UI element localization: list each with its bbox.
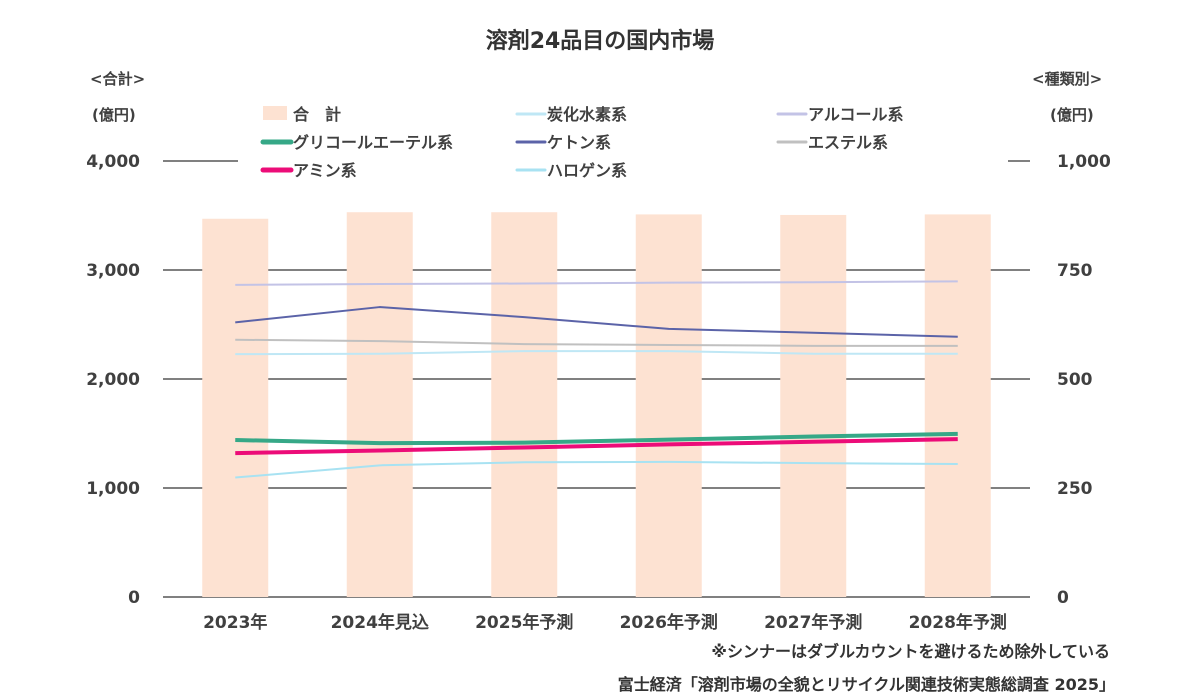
- right-tick-label: 750: [1057, 261, 1093, 281]
- legend-label: ケトン系: [547, 133, 611, 152]
- category-label: 2023年: [203, 612, 267, 633]
- bar-total: [491, 212, 558, 598]
- right-axis-label-top: <種類別>: [1032, 70, 1102, 88]
- bar-total: [924, 214, 991, 597]
- left-tick-label: 0: [128, 588, 140, 608]
- series-line-7: [235, 460, 958, 479]
- left-tick-label: 3,000: [86, 261, 140, 281]
- legend-item: ケトン系: [515, 133, 611, 152]
- series-line-4: [235, 306, 958, 338]
- legend-item: アルコール系: [776, 105, 904, 124]
- category-label: 2028年予測: [909, 612, 1007, 633]
- legend-item: 炭化水素系: [515, 105, 627, 124]
- left-axis-unit: (億円): [92, 106, 136, 124]
- legend-label: 炭化水素系: [547, 105, 627, 124]
- gridlines: [163, 160, 1030, 598]
- left-tick-label: 4,000: [86, 152, 140, 172]
- legend-item: 合 計: [263, 105, 341, 124]
- legend-label: 合 計: [293, 105, 341, 124]
- legend-item: グリコールエーテル系: [260, 133, 453, 152]
- right-axis-unit: (億円): [1050, 106, 1094, 124]
- legend-label: エステル系: [808, 133, 888, 152]
- category-label: 2026年予測: [620, 612, 718, 633]
- bar-total: [780, 214, 847, 597]
- bar-total: [635, 214, 702, 597]
- legend-swatch-bar: [263, 106, 287, 120]
- category-label: 2027年予測: [764, 612, 862, 633]
- exclusion-note: ※シンナーはダブルカウントを避けるため除外している: [711, 642, 1110, 661]
- right-tick-label: 250: [1057, 479, 1093, 499]
- series-line-3: [235, 431, 958, 446]
- left-tick-label: 2,000: [86, 370, 140, 390]
- series-line-2: [235, 280, 958, 286]
- chart-title: 溶剤24品目の国内市場: [486, 28, 715, 54]
- right-tick-label: 1,000: [1057, 152, 1111, 172]
- axis-labels: 0 1,000 2,000 3,000 4,000 0 250 500 750 1,000 2023…: [86, 152, 1111, 633]
- line-series-group: [235, 280, 958, 479]
- legend-label: ハロゲン系: [547, 161, 627, 180]
- series-line-6: [235, 437, 958, 456]
- bar-total: [202, 218, 269, 597]
- category-label: 2024年見込: [331, 612, 429, 633]
- category-label: 2025年予測: [475, 612, 573, 633]
- right-tick-label: 500: [1057, 370, 1093, 390]
- legend-label: アミン系: [293, 161, 357, 180]
- legend-item: ハロゲン系: [515, 161, 627, 180]
- bar-total: [346, 212, 413, 598]
- source-note: 富士経済「溶剤市場の全貌とリサイクル関連技術実態総調査 2025」: [618, 675, 1115, 694]
- left-tick-label: 1,000: [86, 479, 140, 499]
- legend-item: エステル系: [776, 133, 888, 152]
- right-tick-label: 0: [1057, 588, 1069, 608]
- legend-label: グリコールエーテル系: [293, 133, 453, 152]
- series-line-5: [235, 338, 958, 347]
- bar-series-total: [202, 212, 991, 598]
- series-line-1: [235, 350, 958, 356]
- legend-item: アミン系: [260, 161, 357, 180]
- left-axis-label-top: <合計>: [90, 70, 145, 88]
- legend-label: アルコール系: [808, 105, 904, 124]
